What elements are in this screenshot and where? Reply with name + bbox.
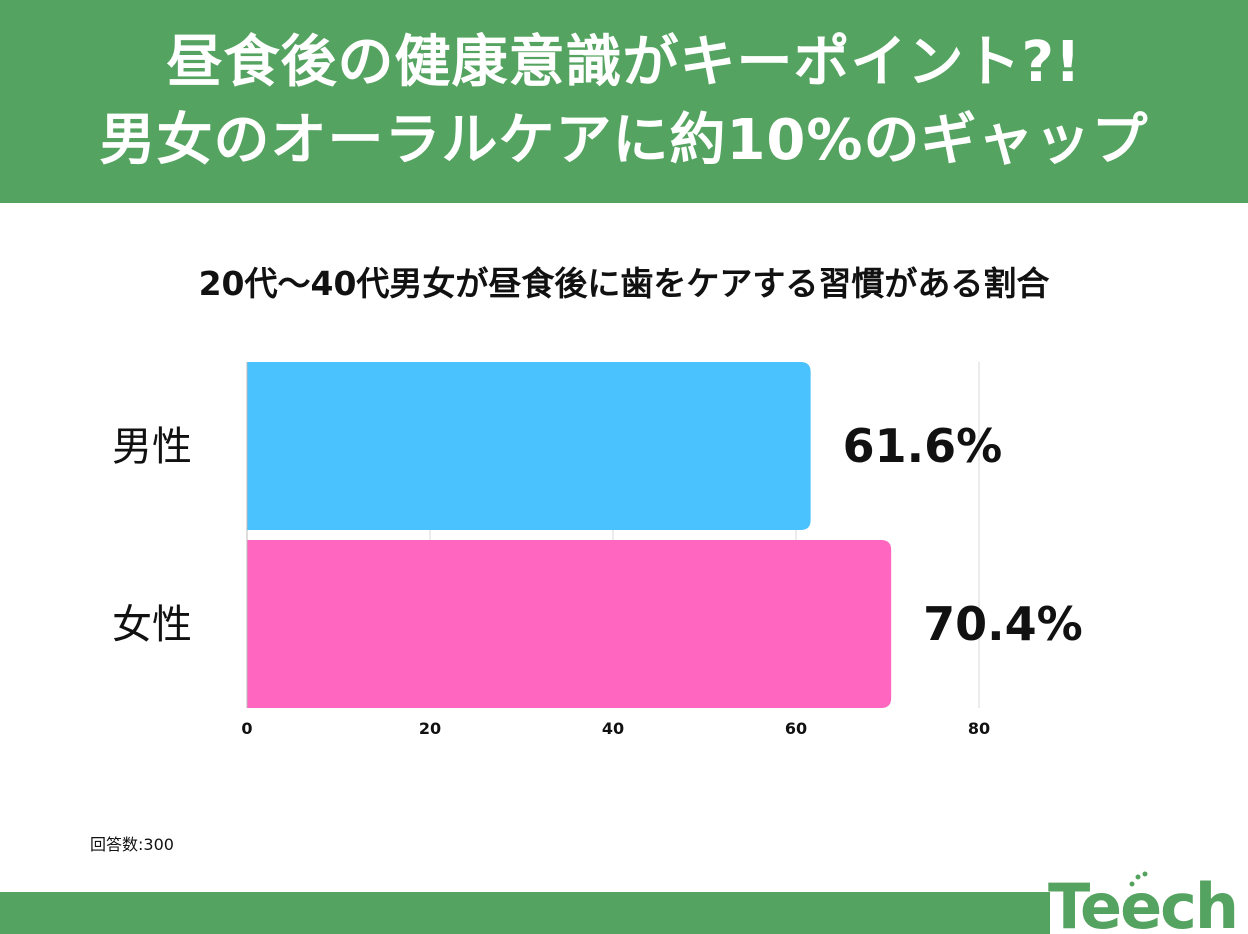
data-label-1: 70.4%: [923, 597, 1083, 651]
bar-chart: 男性 61.6% 女性 70.4% 0 20 40 60 80: [112, 362, 1083, 738]
teech-logo: Teech: [1048, 870, 1239, 934]
svg-text:Teech: Teech: [1048, 870, 1237, 934]
chart-title: 20代〜40代男女が昼食後に歯をケアする習慣がある割合: [198, 264, 1050, 303]
data-label-0: 61.6%: [843, 419, 1003, 473]
x-tick-label-3: 60: [785, 719, 807, 738]
headline-line-1: 昼食後の健康意識がキーポイント?!: [166, 29, 1082, 95]
x-tick-label-1: 20: [419, 719, 441, 738]
bar-1: [247, 540, 892, 708]
x-tick-label-2: 40: [602, 719, 624, 738]
headline-line-2: 男女のオーラルケアに約10%のギャップ: [99, 107, 1149, 173]
header-banner: 昼食後の健康意識がキーポイント?! 男女のオーラルケアに約10%のギャップ: [0, 0, 1248, 203]
category-label-1: 女性: [112, 602, 192, 648]
respondent-count: 回答数:300: [90, 835, 174, 854]
bar-0: [247, 362, 811, 530]
x-tick-label-4: 80: [968, 719, 990, 738]
x-tick-label-0: 0: [241, 719, 252, 738]
category-label-0: 男性: [112, 424, 192, 470]
footer-bar: [0, 892, 1050, 934]
